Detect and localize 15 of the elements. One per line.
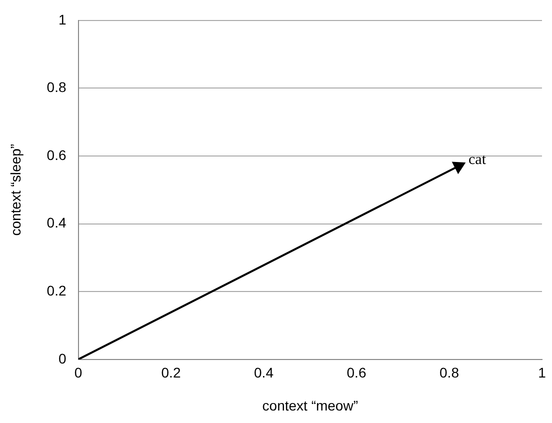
x-tick-label: 0 [74, 364, 82, 381]
x-tick-label: 1 [538, 364, 546, 381]
y-tick-label: 0.6 [46, 146, 66, 163]
y-tick-label: 1 [58, 11, 66, 28]
y-tick-label: 0.2 [46, 282, 66, 298]
y-tick-label: 0 [58, 350, 66, 366]
x-axis-title: context “meow” [262, 397, 358, 414]
annotation: cat [468, 152, 487, 168]
x-tick-label: 0.2 [161, 364, 181, 381]
y-axis-title: context “sleep” [7, 144, 24, 236]
y-tick-label: 0.8 [46, 79, 66, 96]
x-tick-label: 0.8 [440, 364, 460, 381]
x-tick-label: 0.6 [346, 364, 366, 381]
y-tick-label: 0.4 [46, 214, 66, 231]
x-tick-label: 0.4 [254, 364, 274, 381]
